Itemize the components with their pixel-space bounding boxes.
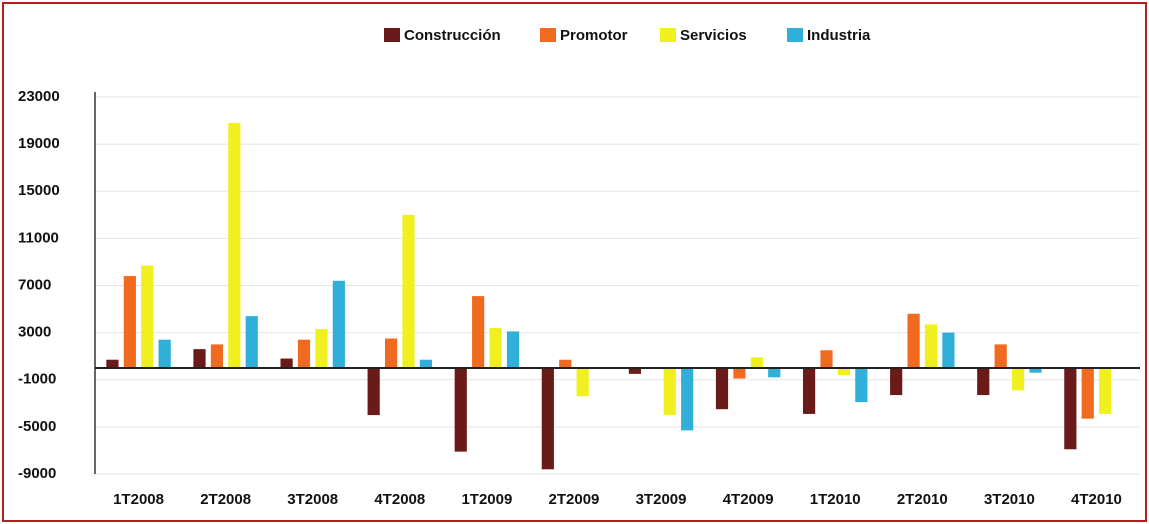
bar xyxy=(123,276,136,368)
bar xyxy=(297,339,311,368)
bar xyxy=(280,358,293,368)
legend-label: Promotor xyxy=(560,27,628,44)
bar xyxy=(419,359,433,368)
x-tick-label: 4T2009 xyxy=(723,491,774,508)
y-tick-label: 15000 xyxy=(18,182,60,199)
bar xyxy=(681,367,694,431)
bar xyxy=(106,359,119,368)
bar xyxy=(942,332,955,368)
bar xyxy=(315,329,328,368)
bar xyxy=(768,367,781,378)
bar xyxy=(733,367,746,379)
bar xyxy=(384,338,398,368)
bar xyxy=(576,367,589,397)
bar xyxy=(855,367,868,403)
x-tick-label: 4T2008 xyxy=(374,491,425,508)
x-tick-label: 3T2009 xyxy=(636,491,687,508)
legend-swatch xyxy=(787,28,803,42)
bar xyxy=(750,357,763,368)
bar xyxy=(506,331,520,368)
legend-label: Servicios xyxy=(680,27,747,44)
bar xyxy=(1081,367,1094,419)
legend-label: Construcción xyxy=(404,27,501,44)
bar xyxy=(890,367,903,396)
bar xyxy=(245,316,258,368)
bar xyxy=(715,367,729,410)
bar xyxy=(802,367,816,414)
bar xyxy=(141,265,154,368)
y-tick-label: 23000 xyxy=(18,88,60,105)
x-tick-label: 1T2009 xyxy=(461,491,512,508)
bar xyxy=(820,350,833,368)
bar xyxy=(1099,367,1112,414)
legend-swatch xyxy=(384,28,400,42)
bar xyxy=(193,349,206,368)
bar xyxy=(977,367,990,396)
bar xyxy=(454,367,467,452)
bar xyxy=(628,367,642,374)
bar xyxy=(924,324,938,368)
x-tick-label: 3T2008 xyxy=(287,491,338,508)
bar xyxy=(559,359,572,368)
bar xyxy=(472,296,485,368)
y-tick-label: 19000 xyxy=(18,135,60,152)
y-tick-label: -1000 xyxy=(18,371,56,388)
bar xyxy=(228,122,241,368)
bar xyxy=(158,339,171,368)
bar xyxy=(663,367,676,416)
y-tick-label: 11000 xyxy=(18,229,59,246)
bar xyxy=(1064,367,1077,450)
x-tick-label: 4T2010 xyxy=(1071,491,1122,508)
bar xyxy=(837,367,851,376)
legend-label: Industria xyxy=(807,27,871,44)
bar xyxy=(907,313,920,368)
x-tick-label: 2T2008 xyxy=(200,491,251,508)
bar xyxy=(210,344,224,368)
bar xyxy=(332,280,345,368)
bar xyxy=(994,344,1007,368)
legend-swatch xyxy=(660,28,676,42)
bar xyxy=(1011,367,1025,391)
bar xyxy=(541,367,554,470)
y-tick-label: 7000 xyxy=(18,276,51,293)
y-tick-label: 3000 xyxy=(18,324,51,341)
x-tick-label: 3T2010 xyxy=(984,491,1035,508)
legend-swatch xyxy=(540,28,556,42)
x-tick-label: 1T2010 xyxy=(810,491,861,508)
bar xyxy=(402,214,415,368)
x-tick-label: 2T2009 xyxy=(549,491,600,508)
x-tick-label: 2T2010 xyxy=(897,491,948,508)
bar xyxy=(489,327,502,368)
y-tick-label: -5000 xyxy=(18,418,56,435)
bar xyxy=(367,367,380,416)
x-tick-label: 1T2008 xyxy=(113,491,164,508)
bar xyxy=(1029,367,1042,373)
y-tick-label: -9000 xyxy=(18,465,56,482)
